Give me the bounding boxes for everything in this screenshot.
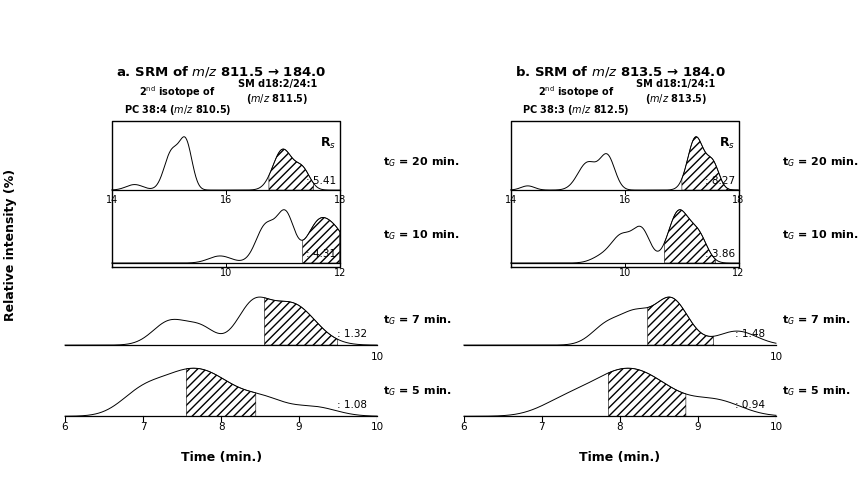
- Text: 16: 16: [219, 195, 231, 205]
- Text: : 5.41: : 5.41: [306, 177, 336, 186]
- Text: 7: 7: [538, 422, 545, 432]
- Text: Time (min.): Time (min.): [579, 451, 661, 464]
- Text: 8: 8: [218, 422, 225, 432]
- Text: t$_G$ = 5 min.: t$_G$ = 5 min.: [383, 384, 453, 398]
- Text: t$_G$ = 7 min.: t$_G$ = 7 min.: [782, 313, 851, 326]
- Text: 6: 6: [62, 422, 68, 432]
- Text: Relative intensity (%): Relative intensity (%): [4, 169, 17, 321]
- Text: Time (min.): Time (min.): [180, 451, 262, 464]
- Text: : 1.08: : 1.08: [336, 400, 367, 410]
- Text: a. SRM of $\mathit{m/z}$ 811.5 → 184.0: a. SRM of $\mathit{m/z}$ 811.5 → 184.0: [116, 64, 326, 79]
- Text: 9: 9: [694, 422, 701, 432]
- Text: t$_G$ = 10 min.: t$_G$ = 10 min.: [782, 228, 859, 242]
- Text: 10: 10: [769, 352, 783, 362]
- Text: 2$^{\rm nd}$ isotope of
PC 38:4 ($\mathit{m/z}$ 810.5): 2$^{\rm nd}$ isotope of PC 38:4 ($\mathi…: [124, 84, 231, 117]
- Text: t$_G$ = 10 min.: t$_G$ = 10 min.: [383, 228, 460, 242]
- Text: 10: 10: [370, 352, 384, 362]
- Text: t$_G$ = 20 min.: t$_G$ = 20 min.: [383, 155, 460, 169]
- Text: R$_s$: R$_s$: [720, 135, 735, 151]
- Text: 18: 18: [733, 195, 745, 205]
- Text: 2$^{\rm nd}$ isotope of
PC 38:3 ($\mathit{m/z}$ 812.5): 2$^{\rm nd}$ isotope of PC 38:3 ($\mathi…: [523, 84, 630, 117]
- Text: 12: 12: [733, 268, 745, 278]
- Text: : 0.94: : 0.94: [735, 400, 766, 410]
- Text: 14: 14: [505, 195, 517, 205]
- Text: R$_s$: R$_s$: [321, 135, 336, 151]
- Text: b. SRM of $\mathit{m/z}$ 813.5 → 184.0: b. SRM of $\mathit{m/z}$ 813.5 → 184.0: [515, 64, 725, 79]
- Text: 9: 9: [296, 422, 303, 432]
- Text: t$_G$ = 20 min.: t$_G$ = 20 min.: [782, 155, 859, 169]
- Text: SM d18:1/24:1
($\mathit{m/z}$ 813.5): SM d18:1/24:1 ($\mathit{m/z}$ 813.5): [636, 79, 716, 106]
- Text: 7: 7: [140, 422, 147, 432]
- Text: SM d18:2/24:1
($\mathit{m/z}$ 811.5): SM d18:2/24:1 ($\mathit{m/z}$ 811.5): [238, 79, 317, 106]
- Text: 10: 10: [219, 268, 231, 278]
- Text: : 4.31: : 4.31: [306, 250, 336, 259]
- Text: 18: 18: [334, 195, 346, 205]
- Text: 10: 10: [769, 422, 783, 432]
- Text: 10: 10: [370, 422, 384, 432]
- Text: 6: 6: [460, 422, 467, 432]
- Text: : 1.48: : 1.48: [735, 328, 766, 338]
- Text: 16: 16: [618, 195, 630, 205]
- Text: 10: 10: [618, 268, 630, 278]
- Text: : 3.86: : 3.86: [705, 250, 735, 259]
- Text: : 1.32: : 1.32: [336, 328, 367, 338]
- Text: 12: 12: [334, 268, 346, 278]
- Text: : 8.27: : 8.27: [705, 177, 735, 186]
- Text: 8: 8: [616, 422, 623, 432]
- Text: t$_G$ = 5 min.: t$_G$ = 5 min.: [782, 384, 851, 398]
- Text: t$_G$ = 7 min.: t$_G$ = 7 min.: [383, 313, 453, 326]
- Text: 14: 14: [106, 195, 118, 205]
